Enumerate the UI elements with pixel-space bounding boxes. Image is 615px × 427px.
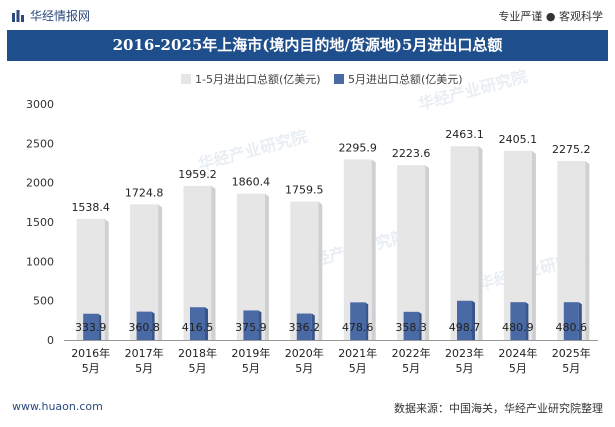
bar-total-side bbox=[104, 218, 109, 340]
data-label-total: 2295.9 bbox=[338, 141, 377, 154]
x-tick-label: 2022年 5月 bbox=[392, 346, 431, 375]
bar-total-side bbox=[158, 204, 163, 340]
bar-may bbox=[510, 302, 526, 340]
bar-total-side bbox=[371, 159, 376, 340]
y-tick-label: 2500 bbox=[26, 137, 54, 150]
bar-may-side bbox=[578, 302, 582, 340]
bar-may bbox=[457, 300, 472, 340]
footer-url[interactable]: www.huaon.com bbox=[12, 400, 103, 413]
legend-swatch-may bbox=[334, 74, 344, 84]
bar-total-side bbox=[478, 146, 483, 340]
bar-may-side bbox=[151, 311, 155, 340]
x-tick-label: 2020年 5月 bbox=[285, 346, 324, 375]
data-label-total: 2463.1 bbox=[445, 128, 484, 141]
y-tick-label: 3000 bbox=[26, 98, 54, 111]
data-label-total: 1759.5 bbox=[285, 184, 324, 197]
bar-total-side bbox=[264, 193, 269, 340]
data-label-total: 2405.1 bbox=[499, 133, 538, 146]
bar-total-side bbox=[425, 165, 430, 340]
bar-may-side bbox=[311, 313, 315, 340]
x-tick-label: 2024年 5月 bbox=[498, 346, 537, 375]
header: 华经情报网 专业严谨 ● 客观科学 bbox=[0, 0, 615, 30]
legend-swatch-total bbox=[181, 74, 191, 84]
x-tick-label: 2019年 5月 bbox=[231, 346, 270, 375]
data-label-may: 375.9 bbox=[235, 321, 267, 334]
slogan: 专业严谨 ● 客观科学 bbox=[498, 10, 603, 23]
title-bar: 2016-2025年上海市(境内目的地/货源地)5月进出口总额 bbox=[7, 30, 608, 61]
bar-may-side bbox=[98, 313, 102, 340]
y-tick-label: 500 bbox=[33, 295, 54, 308]
bar-may-side bbox=[205, 307, 208, 340]
bar-may bbox=[243, 310, 259, 340]
bar-may bbox=[83, 313, 99, 340]
bar-may bbox=[190, 307, 205, 340]
data-label-may: 336.2 bbox=[289, 321, 321, 334]
bar-total-side bbox=[585, 161, 590, 340]
data-label-may: 360.8 bbox=[128, 321, 160, 334]
bar-total-side bbox=[211, 185, 216, 340]
data-label-total: 1724.8 bbox=[125, 186, 164, 199]
data-label-total: 2275.2 bbox=[552, 143, 591, 156]
legend-label-total: 1-5月进出口总额(亿美元) bbox=[195, 72, 321, 86]
data-label-may: 480.6 bbox=[556, 321, 588, 334]
data-label-may: 358.3 bbox=[395, 321, 427, 334]
bar-may bbox=[296, 313, 312, 340]
bar-may bbox=[563, 302, 579, 340]
x-tick-label: 2021年 5月 bbox=[338, 346, 377, 375]
data-label-total: 2223.6 bbox=[392, 147, 431, 160]
watermark-text-0: 华经产业研究院 bbox=[196, 127, 309, 174]
x-tick-label: 2018年 5月 bbox=[178, 346, 217, 375]
data-label-may: 498.7 bbox=[449, 321, 481, 334]
legend-label-may: 5月进出口总额(亿美元) bbox=[348, 72, 463, 86]
bar-may bbox=[350, 302, 366, 340]
data-label-may: 478.6 bbox=[342, 321, 374, 334]
data-label-may: 416.5 bbox=[182, 321, 214, 334]
site-name: 华经情报网 bbox=[30, 9, 91, 23]
y-tick-label: 1000 bbox=[26, 255, 54, 268]
x-tick-label: 2023年 5月 bbox=[445, 346, 484, 375]
data-label-may: 333.9 bbox=[75, 321, 107, 334]
data-label-may: 480.9 bbox=[502, 321, 534, 334]
data-label-total: 1959.2 bbox=[178, 168, 217, 181]
footer: www.huaon.com 数据来源：中国海关，华经产业研究院整理 bbox=[0, 396, 615, 421]
y-tick-label: 1500 bbox=[26, 216, 54, 229]
x-tick-label: 2016年 5月 bbox=[71, 346, 110, 375]
bar-may-side bbox=[418, 311, 422, 340]
bar-may bbox=[136, 311, 152, 340]
bar-may-side bbox=[258, 310, 262, 340]
data-label-total: 1538.4 bbox=[71, 201, 110, 214]
y-tick-label: 0 bbox=[47, 334, 54, 347]
bar-logo-icon bbox=[12, 10, 24, 22]
bar-may-side bbox=[365, 302, 369, 340]
data-source: 数据来源：中国海关，华经产业研究院整理 bbox=[394, 402, 603, 415]
y-tick-label: 2000 bbox=[26, 177, 54, 190]
x-tick-label: 2017年 5月 bbox=[125, 346, 164, 375]
bar-total bbox=[397, 165, 426, 340]
bar-may-side bbox=[472, 300, 475, 340]
bar-may-side bbox=[525, 302, 529, 340]
chart-title: 2016-2025年上海市(境内目的地/货源地)5月进出口总额 bbox=[112, 36, 503, 54]
bar-total-side bbox=[531, 150, 536, 340]
x-tick-label: 2025年 5月 bbox=[552, 346, 591, 375]
data-label-total: 1860.4 bbox=[232, 176, 271, 189]
bar-total-side bbox=[318, 201, 323, 340]
bar-may bbox=[403, 311, 419, 340]
